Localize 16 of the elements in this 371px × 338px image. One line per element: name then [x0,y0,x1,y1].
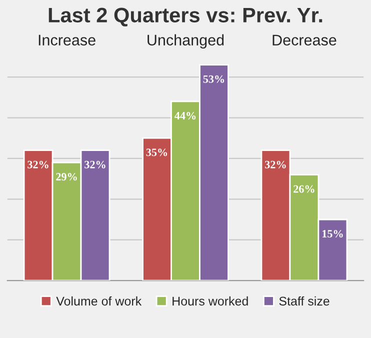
x-tick-label: Unchanged [148,34,224,49]
data-label: 26% [294,185,314,193]
data-label: 35% [146,148,168,156]
x-tick-label: Increase [38,34,96,46]
data-label: 53% [203,75,224,83]
data-label: 32% [84,160,106,168]
data-label: 15% [322,230,343,238]
data-label: 29% [56,173,77,181]
legend-label: Hours worked [172,296,248,306]
data-label: 32% [265,160,286,168]
data-label: 44% [174,112,196,120]
legend-label: Volume of work [56,296,142,306]
x-tick-label: Decrease [272,34,336,46]
chart-title: Last 2 Quarters vs: Prev. Yr. [48,8,322,26]
legend-label: Staff size [279,296,330,306]
data-label: 32% [28,160,48,168]
